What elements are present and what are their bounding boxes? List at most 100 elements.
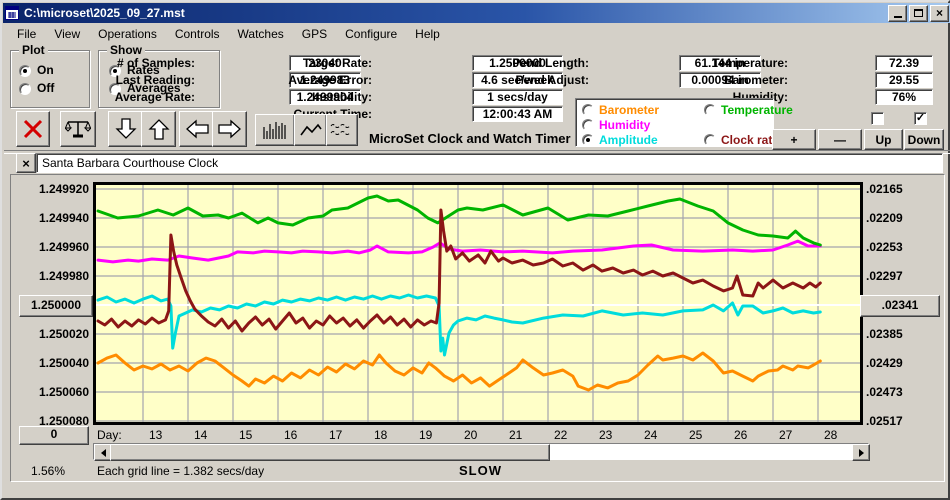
show-averages-label: Averages bbox=[127, 81, 181, 95]
plot-on-radio[interactable] bbox=[19, 65, 31, 77]
left-axis-tick: 1.250060 bbox=[38, 385, 89, 399]
day-tick: 22 bbox=[554, 428, 568, 442]
line-view-button[interactable] bbox=[294, 114, 327, 146]
field-label: Average Error: bbox=[288, 73, 372, 87]
legend-radio-clock-rate[interactable] bbox=[704, 134, 716, 146]
field-label: Pend Length: bbox=[512, 56, 589, 70]
title-bar: C:\microset\2025_09_27.mst × bbox=[3, 3, 950, 23]
series-barometer bbox=[96, 351, 822, 392]
maximize-button[interactable] bbox=[909, 4, 928, 22]
right-axis-tick: .02385 bbox=[866, 327, 903, 341]
left-axis-tick: 1.250020 bbox=[38, 327, 89, 341]
legend-label-barometer: Barometer bbox=[599, 103, 660, 117]
day-tick: 18 bbox=[374, 428, 388, 442]
field-label: Pend Adjust: bbox=[515, 73, 589, 87]
scroll-right-button[interactable] bbox=[852, 444, 870, 461]
clear-name-button[interactable]: × bbox=[16, 153, 36, 173]
show-averages-radio[interactable] bbox=[109, 83, 121, 95]
histogram-view-button[interactable] bbox=[255, 114, 295, 146]
series-temperature bbox=[96, 194, 822, 247]
minimize-button[interactable] bbox=[888, 4, 907, 22]
zero-button[interactable]: 0 bbox=[19, 426, 89, 445]
menu-view[interactable]: View bbox=[54, 26, 81, 41]
smooth-view-button[interactable] bbox=[326, 114, 358, 146]
field-value[interactable]: 1.2500000 bbox=[472, 55, 563, 71]
left-axis-tick: 1.249940 bbox=[38, 211, 89, 225]
scales-icon bbox=[65, 117, 91, 141]
left-checkbox[interactable] bbox=[871, 112, 884, 125]
show-group: Show Rates Averages bbox=[98, 43, 220, 108]
time-scrollbar[interactable] bbox=[93, 443, 870, 461]
field-value[interactable]: 72.39 bbox=[875, 55, 933, 71]
clock-name-field[interactable]: Santa Barbara Courthouse Clock bbox=[36, 153, 943, 173]
menu-controls[interactable]: Controls bbox=[174, 26, 220, 41]
left-axis-tick: 1.249960 bbox=[38, 240, 89, 254]
field-value[interactable]: 0.00094 in bbox=[679, 72, 761, 88]
day-tick: 21 bbox=[509, 428, 523, 442]
right-checkbox[interactable]: ✓ bbox=[914, 112, 927, 125]
plot-off-label: Off bbox=[37, 81, 55, 95]
day-tick: 26 bbox=[734, 428, 748, 442]
window-title: C:\microset\2025_09_27.mst bbox=[24, 6, 185, 20]
left-axis-center-button[interactable]: 1.250000 bbox=[19, 295, 93, 317]
field-value[interactable]: 4.6 sec/week bbox=[472, 72, 563, 88]
field-value[interactable]: 76% bbox=[875, 89, 933, 105]
down-button[interactable]: Down bbox=[904, 129, 944, 150]
red-x-icon bbox=[22, 118, 44, 140]
scrollbar-thumb[interactable] bbox=[110, 444, 550, 461]
menu-gps[interactable]: GPS bbox=[301, 26, 328, 41]
shift-right-button[interactable] bbox=[212, 111, 247, 147]
field-value[interactable]: 61.144 in bbox=[679, 55, 761, 71]
field-value[interactable]: 1.249983 bbox=[289, 72, 361, 88]
day-tick: 19 bbox=[419, 428, 433, 442]
day-tick: 25 bbox=[689, 428, 703, 442]
field-value[interactable]: 23040 bbox=[289, 55, 361, 71]
field-value[interactable]: 29.55 bbox=[875, 72, 933, 88]
delete-button[interactable] bbox=[16, 111, 50, 147]
menu-file[interactable]: File bbox=[17, 26, 37, 41]
close-button[interactable]: × bbox=[930, 4, 949, 22]
field-value[interactable]: 1 secs/day bbox=[472, 89, 563, 105]
field-label: Barometer: bbox=[723, 73, 788, 87]
shift-down-button[interactable] bbox=[108, 111, 143, 147]
maximize-icon bbox=[914, 9, 923, 17]
day-tick: 14 bbox=[194, 428, 208, 442]
right-axis-center-button[interactable]: .02341 bbox=[860, 295, 940, 317]
down-arrow-icon bbox=[114, 117, 137, 141]
legend-radio-barometer[interactable] bbox=[582, 104, 594, 116]
day-tick: 27 bbox=[779, 428, 793, 442]
field-label: Instability: bbox=[311, 90, 372, 104]
up-button[interactable]: Up bbox=[864, 129, 903, 150]
show-rates-radio[interactable] bbox=[109, 65, 121, 77]
shift-left-button[interactable] bbox=[179, 111, 214, 147]
legend-radio-temperature[interactable] bbox=[704, 104, 716, 116]
plot-on-label: On bbox=[37, 63, 54, 77]
legend-radio-amplitude[interactable] bbox=[582, 134, 594, 146]
field-value[interactable]: 1.2499904 bbox=[289, 89, 361, 105]
header-panel: Plot On Off Show Rates Averages # of Sam… bbox=[2, 43, 950, 150]
menu-help[interactable]: Help bbox=[415, 26, 440, 41]
field-label: Last Reading: bbox=[115, 73, 195, 87]
balance-button[interactable] bbox=[60, 111, 96, 147]
menu-configure[interactable]: Configure bbox=[345, 26, 398, 41]
menu-operations[interactable]: Operations bbox=[98, 26, 157, 41]
plot-group: Plot On Off bbox=[10, 43, 90, 108]
plot-area[interactable] bbox=[93, 182, 863, 425]
right-axis-tick: .02297 bbox=[866, 269, 903, 283]
day-tick: 17 bbox=[329, 428, 343, 442]
close-icon: × bbox=[935, 6, 943, 20]
plus-button[interactable]: + bbox=[772, 129, 816, 150]
field-label: # of Samples: bbox=[116, 56, 195, 70]
menu-watches[interactable]: Watches bbox=[237, 26, 284, 41]
scroll-left-icon bbox=[100, 448, 106, 457]
plot-off-radio[interactable] bbox=[19, 83, 31, 95]
minus-button[interactable]: — bbox=[818, 129, 862, 150]
day-tick: 13 bbox=[149, 428, 163, 442]
legend-label-clock-rate: Clock rate bbox=[721, 133, 780, 147]
chart-panel: 16.0 days shown FAST 1.2499201.2499401.2… bbox=[10, 174, 945, 482]
app-label: MicroSet Clock and Watch Timer bbox=[369, 131, 571, 146]
legend-radio-humidity[interactable] bbox=[582, 119, 594, 131]
legend-label-temperature: Temperature bbox=[721, 103, 793, 117]
field-value[interactable]: 12:00:43 AM bbox=[472, 106, 563, 122]
shift-up-button[interactable] bbox=[141, 111, 176, 147]
